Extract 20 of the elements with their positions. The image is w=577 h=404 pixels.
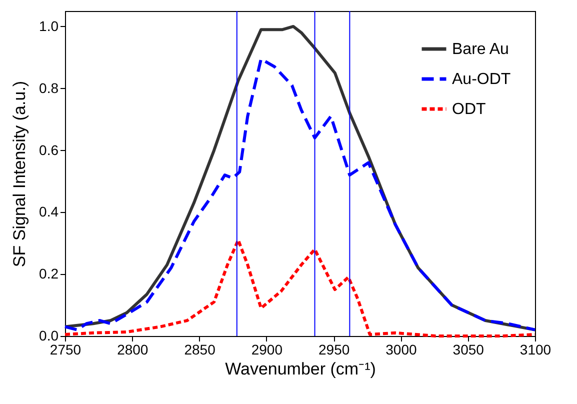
y-tick-label: 0.8	[39, 80, 59, 96]
line-series	[64, 238, 536, 338]
legend-label: Bare Au	[452, 41, 509, 58]
y-tick-label: 0.0	[39, 328, 59, 344]
y-tick-label: 0.6	[39, 142, 59, 158]
x-axis-title: Wavenumber (cm⁻¹)	[225, 360, 376, 378]
x-tick-label: 3100	[520, 342, 552, 358]
y-tick-label: 0.4	[39, 204, 59, 220]
x-tick-label: 2800	[117, 342, 148, 358]
y-tick-label: 0.2	[39, 266, 59, 282]
x-tick-label: 2850	[184, 342, 216, 358]
x-tick-label: 2900	[251, 342, 283, 358]
x-tick-label: 2750	[50, 342, 82, 358]
y-axis-title: SF Signal Intensity (a.u.)	[10, 80, 30, 268]
y-tick-label: 1.0	[39, 18, 59, 34]
legend-label: Au-ODT	[452, 71, 511, 88]
legend-label: ODT	[452, 101, 486, 118]
x-tick-label: 3000	[386, 342, 417, 358]
x-tick-label: 3050	[452, 342, 484, 358]
x-tick-label: 2950	[318, 342, 350, 358]
